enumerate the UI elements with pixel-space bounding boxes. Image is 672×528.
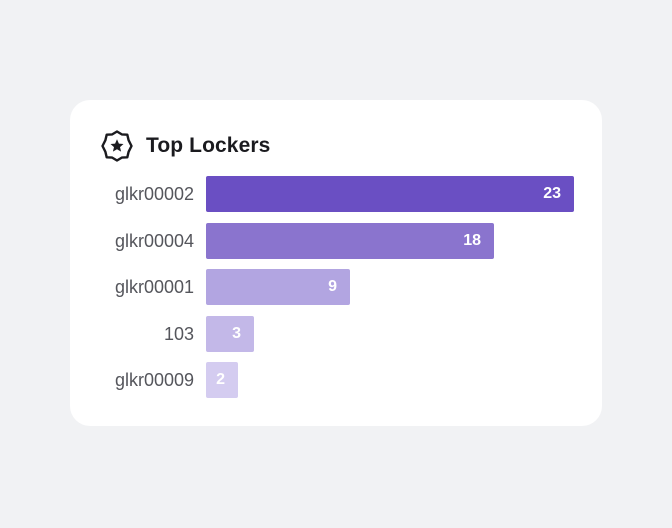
bar-category-label: 103 <box>163 324 194 344</box>
bar-value-label: 23 <box>543 185 561 202</box>
bar: 9 <box>206 269 350 305</box>
bar-category-label: glkr00004 <box>114 231 194 251</box>
bar: 18 <box>206 223 494 259</box>
bar-category-label: glkr00002 <box>114 184 194 204</box>
bar-category-label: glkr00001 <box>114 277 194 297</box>
card-header: Top Lockers <box>100 129 270 163</box>
badge-star-icon <box>100 129 134 163</box>
bar: 2 <box>206 362 238 398</box>
card-title: Top Lockers <box>146 134 271 157</box>
bar-value-label: 18 <box>463 232 481 249</box>
bar: 3 <box>206 316 254 352</box>
bar-value-label: 3 <box>232 325 241 342</box>
top-lockers-card: Top Lockers glkr00002 23 glkr00004 18 glkr00… <box>70 100 602 426</box>
bar-value-label: 2 <box>216 371 225 388</box>
bar: 23 <box>206 176 574 212</box>
bar-value-label: 9 <box>328 278 337 295</box>
bar-category-label: glkr00009 <box>114 370 194 390</box>
